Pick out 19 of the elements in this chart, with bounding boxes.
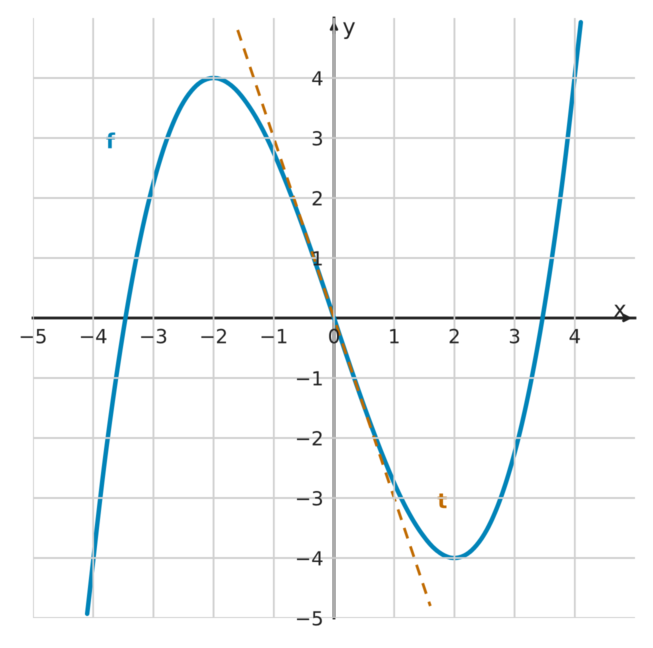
y-tick-label: −5 bbox=[296, 611, 322, 626]
x-tick-label: −3 bbox=[141, 328, 166, 344]
y-tick-label: −3 bbox=[296, 490, 322, 506]
x-tick-label: −2 bbox=[201, 328, 226, 344]
y-tick-label: −4 bbox=[296, 551, 322, 566]
y-axis-title: y bbox=[343, 22, 355, 39]
y-tick-label: −2 bbox=[296, 430, 322, 446]
x-tick-label: 4 bbox=[570, 329, 580, 344]
x-tick-label: −5 bbox=[20, 329, 46, 344]
x-tick-label: 2 bbox=[450, 328, 459, 344]
y-tick-label: −1 bbox=[296, 371, 322, 386]
x-tick-label: 3 bbox=[510, 328, 520, 344]
x-tick-label: −4 bbox=[80, 329, 106, 344]
x-tick-label: −1 bbox=[262, 329, 286, 344]
y-tick-label: 3 bbox=[312, 130, 322, 146]
y-tick-label: 1 bbox=[313, 251, 322, 266]
y-tick-label: 2 bbox=[312, 190, 322, 206]
y-tick-label: 4 bbox=[312, 71, 322, 86]
x-tick-label: 1 bbox=[390, 329, 399, 344]
